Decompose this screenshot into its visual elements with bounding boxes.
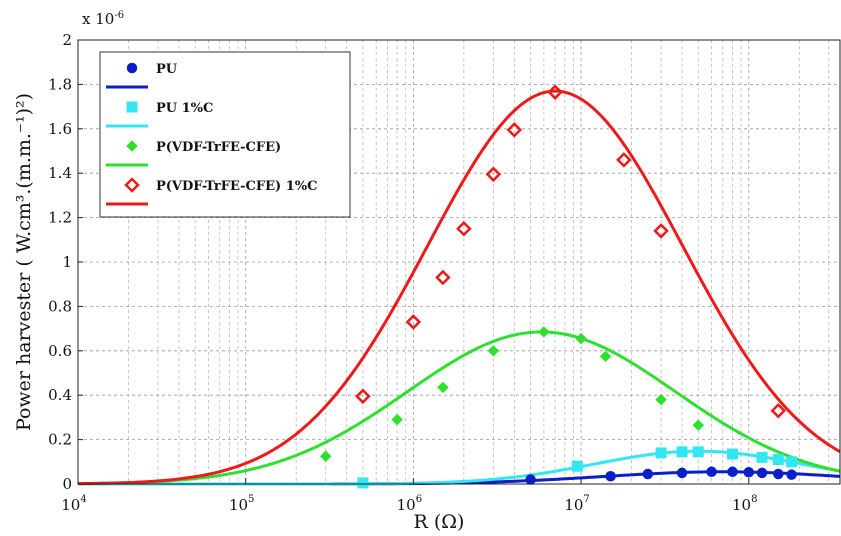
data-point-series-1 xyxy=(676,467,688,479)
y-tick-label: 1 xyxy=(62,253,72,271)
series-line-4 xyxy=(77,89,841,486)
legend-label-3: P(VDF-TrFE-CFE) xyxy=(156,140,281,155)
data-point-series-1 xyxy=(773,468,784,480)
data-point-series-3 xyxy=(437,381,449,394)
data-point-series-4 xyxy=(485,166,502,183)
y-tick-label: 1.2 xyxy=(48,209,72,227)
legend-marker-3 xyxy=(126,140,138,152)
legend-box xyxy=(99,51,351,218)
data-point-series-4 xyxy=(456,220,472,237)
x-tick-label: 104 xyxy=(61,494,86,514)
data-point-series-2 xyxy=(655,447,667,459)
legend-marker-4 xyxy=(124,177,140,193)
series-line-3 xyxy=(77,330,841,486)
data-point-series-1 xyxy=(756,467,768,479)
legend-label-4: P(VDF-TrFE-CFE) 1%C xyxy=(156,179,317,194)
data-point-series-4 xyxy=(616,152,632,168)
legend-marker-1 xyxy=(126,62,138,74)
data-point-series-2 xyxy=(727,448,739,460)
legend-label-2: PU 1%C xyxy=(156,101,213,116)
data-point-series-3 xyxy=(487,345,500,357)
data-point-series-3 xyxy=(391,413,403,426)
y-tick-label: 1.4 xyxy=(48,164,72,182)
data-point-series-4 xyxy=(547,84,563,100)
data-point-series-4 xyxy=(355,388,371,405)
data-point-series-2 xyxy=(786,456,798,468)
data-point-series-3 xyxy=(319,450,332,462)
x-tick-label: 108 xyxy=(732,494,757,514)
data-point-series-4 xyxy=(506,122,523,138)
data-point-series-2 xyxy=(692,446,704,458)
data-point-series-1 xyxy=(605,470,616,482)
y-multiplier: x 10-6 xyxy=(82,10,124,28)
data-point-series-4 xyxy=(770,402,787,419)
data-point-series-3 xyxy=(655,393,667,406)
data-point-series-1 xyxy=(743,466,755,478)
x-tick-label: 106 xyxy=(397,494,422,514)
data-point-series-3 xyxy=(599,350,612,363)
y-tick-label: 1.8 xyxy=(48,75,72,93)
y-tick-label: 2 xyxy=(62,31,72,49)
x-tick-label: 107 xyxy=(564,494,589,514)
data-point-series-1 xyxy=(642,468,654,480)
data-point-series-2 xyxy=(756,451,768,463)
data-point-series-3 xyxy=(538,326,550,338)
data-point-series-1 xyxy=(706,466,717,478)
legend-marker-2 xyxy=(126,101,138,113)
tick-labels: 0 0.2 0.4 0.6 0.8 1 1.2 1.4 1.6 1.8 2 104 105 106 107 1… xyxy=(48,31,757,514)
data-point-series-1 xyxy=(525,474,536,485)
data-point-series-2 xyxy=(357,477,369,489)
y-tick-label: 1.6 xyxy=(48,120,72,138)
y-tick-label: 0 xyxy=(62,475,72,493)
y-tick-label: 0.8 xyxy=(48,297,72,315)
x-tick-label: 105 xyxy=(229,494,254,514)
data-point-series-2 xyxy=(676,446,688,458)
data-point-series-3 xyxy=(692,419,704,431)
data-point-series-2 xyxy=(772,454,784,466)
y-tick-label: 0.4 xyxy=(48,386,72,404)
data-point-series-4 xyxy=(435,269,451,286)
data-point-series-4 xyxy=(653,223,669,239)
data-point-series-2 xyxy=(571,460,583,472)
y-tick-label: 0.6 xyxy=(48,342,72,360)
data-point-series-3 xyxy=(575,332,587,345)
data-point-series-4 xyxy=(405,314,422,330)
y-tick-label: 0.2 xyxy=(48,431,72,449)
x-axis-label: R (Ω) xyxy=(414,511,465,533)
legend-label-1: PU xyxy=(156,62,178,77)
data-point-series-1 xyxy=(727,466,738,478)
data-point-series-1 xyxy=(786,469,797,480)
legend: PU PU 1%C P(VDF-TrFE-CFE) P(VDF-TrFE-CFE) 1… xyxy=(99,51,351,218)
data-points xyxy=(319,84,798,489)
y-axis-label: Power harvester ( W.cm³.(m.m.⁻¹)²) xyxy=(13,93,35,431)
